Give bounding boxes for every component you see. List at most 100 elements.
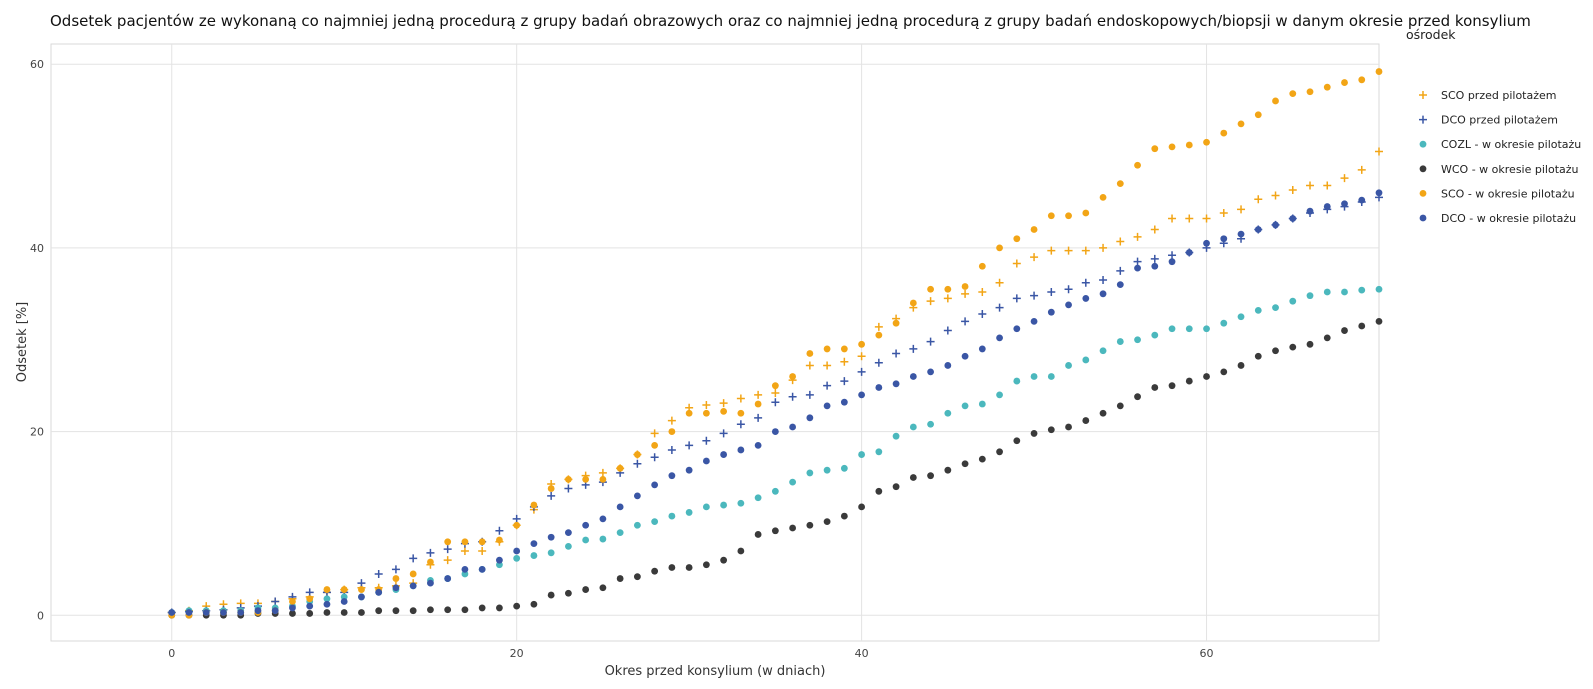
data-point — [651, 481, 658, 488]
data-point — [203, 609, 210, 616]
data-point — [1307, 341, 1314, 348]
data-point — [1255, 111, 1262, 118]
data-point — [875, 384, 882, 391]
data-point — [634, 573, 641, 580]
legend-label: COZL - w okresie pilotażu — [1441, 138, 1581, 151]
legend-item[interactable]: WCO - w okresie pilotażu — [1420, 163, 1579, 176]
legend: ośrodek SCO przed pilotażem DCO przed pil… — [1406, 27, 1581, 225]
data-point — [789, 424, 796, 431]
data-point — [1255, 307, 1262, 314]
data-point — [1238, 362, 1245, 369]
data-point — [858, 341, 865, 348]
data-point — [1324, 289, 1331, 296]
data-point — [772, 428, 779, 435]
data-point — [531, 601, 538, 608]
data-point — [1289, 344, 1296, 351]
data-point — [893, 433, 900, 440]
data-point — [824, 346, 831, 353]
data-point — [668, 428, 675, 435]
data-point — [755, 442, 762, 449]
data-point — [531, 540, 538, 547]
y-tick-label: 0 — [37, 609, 44, 622]
data-point — [1065, 212, 1072, 219]
data-point — [1100, 194, 1107, 201]
data-point — [1307, 208, 1314, 215]
data-point — [686, 467, 693, 474]
data-point — [479, 538, 486, 545]
data-point — [1134, 162, 1141, 169]
data-point — [513, 548, 520, 555]
data-point — [1238, 121, 1245, 128]
data-point — [1358, 76, 1365, 83]
data-point — [858, 504, 865, 511]
data-point — [789, 479, 796, 486]
x-tick-label: 0 — [168, 647, 175, 660]
data-point — [375, 607, 382, 614]
data-point — [1065, 362, 1072, 369]
data-point — [893, 483, 900, 490]
x-tick-label: 60 — [1200, 647, 1214, 660]
data-point — [1272, 222, 1279, 229]
data-point — [462, 566, 469, 573]
data-point — [1186, 249, 1193, 256]
data-point — [1186, 142, 1193, 149]
legend-item[interactable]: SCO przed pilotażem — [1419, 89, 1556, 102]
data-point — [893, 380, 900, 387]
data-point — [444, 606, 451, 613]
legend-title: ośrodek — [1406, 27, 1456, 42]
legend-item[interactable]: SCO - w okresie pilotażu — [1420, 187, 1575, 200]
legend-item[interactable]: COZL - w okresie pilotażu — [1420, 138, 1582, 151]
legend-item[interactable]: DCO przed pilotażem — [1419, 114, 1558, 127]
data-point — [737, 500, 744, 507]
legend-marker — [1420, 215, 1427, 222]
data-point — [1100, 410, 1107, 417]
data-point — [358, 586, 365, 593]
data-point — [772, 488, 779, 495]
data-point — [599, 536, 606, 543]
data-point — [496, 557, 503, 564]
data-point — [1203, 373, 1210, 380]
data-point — [1031, 430, 1038, 437]
data-point — [1013, 437, 1020, 444]
data-point — [410, 582, 417, 589]
data-point — [617, 504, 624, 511]
legend-marker — [1419, 91, 1427, 99]
data-point — [875, 332, 882, 339]
data-point — [306, 595, 313, 602]
data-point — [1238, 313, 1245, 320]
data-point — [806, 470, 813, 477]
data-point — [806, 522, 813, 529]
y-tick-label: 60 — [30, 58, 44, 71]
legend-label: SCO przed pilotażem — [1441, 89, 1556, 102]
data-point — [1358, 323, 1365, 330]
data-point — [737, 447, 744, 454]
data-point — [1100, 290, 1107, 297]
data-point — [324, 601, 331, 608]
data-point — [875, 488, 882, 495]
y-tick-label: 20 — [30, 426, 44, 439]
data-point — [393, 584, 400, 591]
data-point — [1324, 84, 1331, 91]
data-point — [1082, 210, 1089, 217]
data-point — [565, 590, 572, 597]
data-point — [582, 586, 589, 593]
data-point — [513, 555, 520, 562]
data-point — [1376, 318, 1383, 325]
data-point — [548, 485, 555, 492]
data-point — [806, 350, 813, 357]
data-point — [1082, 417, 1089, 424]
data-point — [737, 548, 744, 555]
data-point — [944, 286, 951, 293]
data-point — [1065, 301, 1072, 308]
data-point — [1151, 332, 1158, 339]
legend-label: WCO - w okresie pilotażu — [1441, 163, 1579, 176]
data-point — [910, 300, 917, 307]
data-point — [1151, 263, 1158, 270]
data-point — [1048, 212, 1055, 219]
data-point — [1289, 298, 1296, 305]
data-point — [393, 575, 400, 582]
y-axis-title: Odsetek [%] — [15, 302, 30, 383]
data-point — [720, 408, 727, 415]
plot-area — [51, 44, 1379, 641]
legend-item[interactable]: DCO - w okresie pilotażu — [1420, 212, 1576, 225]
